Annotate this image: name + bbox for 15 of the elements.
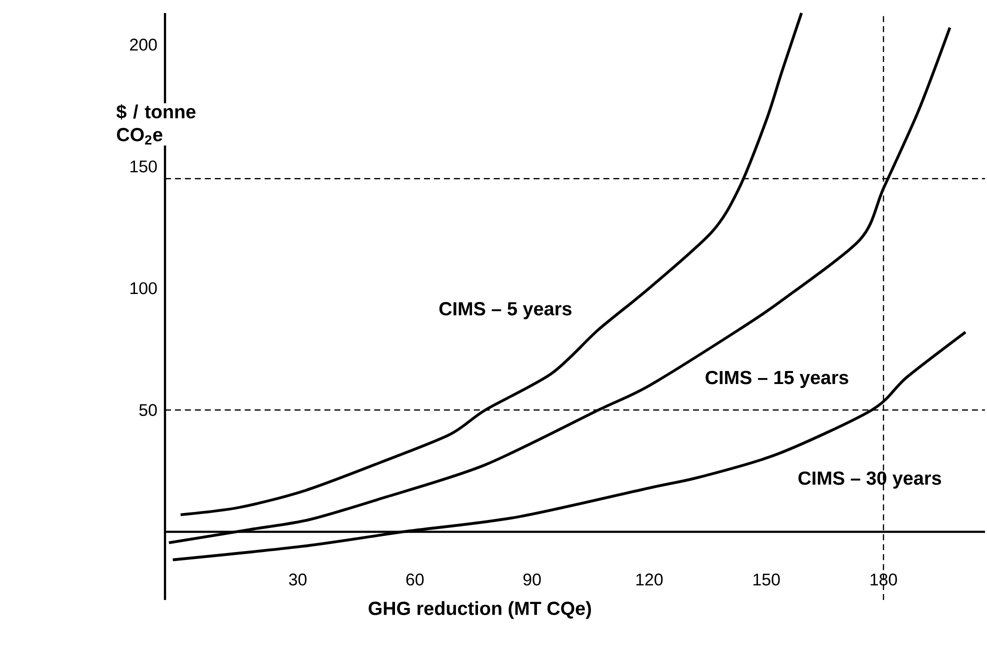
y-tick-label: 200 [130,38,157,51]
y-tick-label: 150 [130,160,157,172]
x-tick-label: 30 [288,574,307,586]
x-axis-title: GHG reduction (MT CQe) [368,601,591,619]
y-axis-title: $ / tonne CO$_{2}$e [116,104,196,144]
x-tick-label: 150 [754,574,780,586]
series-label: CIMS – 30 years [798,471,942,489]
x-tick-label: 60 [406,574,424,586]
y-tick-label: 50 [139,404,157,416]
x-tick-label: 180 [870,574,897,586]
series-label: CIMS – 5 years [439,302,572,320]
x-tick-label: 120 [636,574,663,586]
series-label: CIMS – 15 years [706,370,848,388]
x-tick-label: 90 [523,574,541,586]
y-tick-label: 100 [130,282,157,294]
